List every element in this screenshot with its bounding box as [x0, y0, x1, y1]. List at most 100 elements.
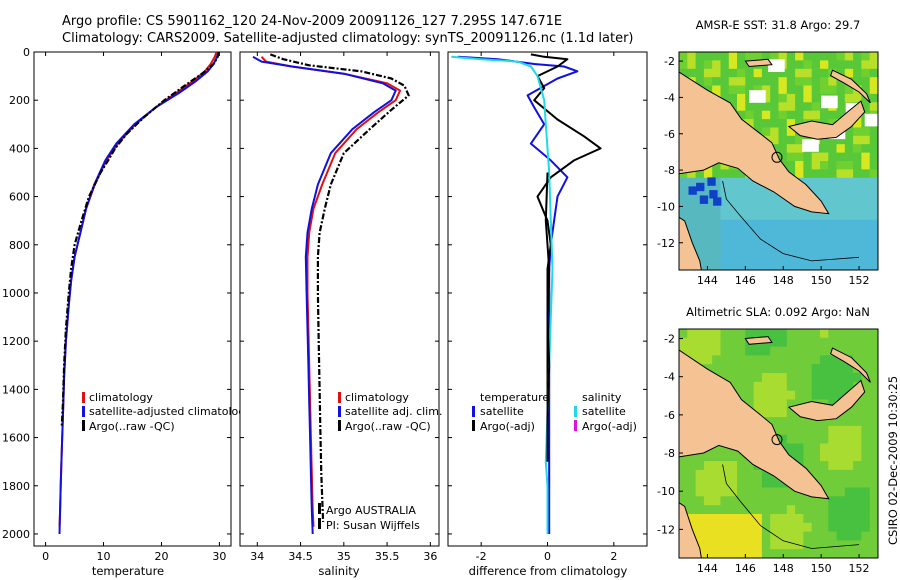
- ocean-cell: [861, 399, 871, 409]
- ocean-cell: [828, 261, 837, 270]
- ocean-cell: [861, 434, 871, 444]
- ocean-cell: [803, 425, 813, 436]
- ocean-cell: [753, 390, 763, 400]
- ocean-cell: [679, 186, 688, 195]
- ocean-cell: [861, 68, 871, 78]
- ocean-cell: [803, 102, 813, 112]
- ocean-cell: [728, 337, 738, 347]
- ocean-cell: [679, 469, 688, 480]
- ocean-cell: [820, 244, 829, 254]
- ocean-cell: [836, 522, 846, 532]
- ocean-cell: [761, 228, 771, 237]
- ocean-cell: [770, 355, 779, 365]
- ocean-cell: [869, 390, 878, 400]
- temperature-legend: climatology satellite-adjusted climatolo…: [82, 391, 252, 433]
- ocean-cell: [712, 329, 721, 339]
- ocean-cell: [836, 540, 846, 550]
- ocean-cell: [695, 522, 705, 532]
- ocean-cell: [795, 261, 804, 270]
- ocean-cell: [712, 496, 721, 506]
- ocean-cell: [770, 390, 779, 400]
- ocean-cell: [703, 244, 713, 254]
- legend-climatology: climatology: [345, 391, 409, 404]
- ocean-cell: [811, 443, 821, 453]
- y-tick-label: 1200: [2, 335, 30, 348]
- ocean-cell: [737, 211, 746, 221]
- ocean-cell: [753, 236, 763, 246]
- cold-anomaly-cell: [696, 182, 705, 192]
- ocean-cell: [695, 219, 705, 229]
- temperature-panel: 0 10 20 30 0 200 400 600 800 1000 1200 1400 1600 1800…: [2, 46, 252, 578]
- ocean-cell: [853, 236, 862, 246]
- ocean-cell: [811, 228, 821, 237]
- ocean-cell: [869, 329, 878, 339]
- ocean-cell: [861, 522, 871, 532]
- ocean-cell: [811, 373, 821, 383]
- ocean-cell: [820, 425, 829, 436]
- ocean-cell: [737, 505, 746, 515]
- ocean-cell: [803, 452, 813, 462]
- ocean-cell: [703, 522, 713, 532]
- ocean-cell: [836, 549, 846, 558]
- ocean-cell: [820, 177, 829, 187]
- ocean-cell: [737, 194, 746, 204]
- ocean-cell: [820, 329, 829, 339]
- ocean-cell: [853, 337, 862, 347]
- ocean-cell: [753, 531, 763, 541]
- ocean-cell: [753, 373, 763, 383]
- ocean-cell: [786, 355, 796, 365]
- ocean-cell: [737, 186, 746, 195]
- ocean-cell: [844, 244, 854, 254]
- ocean-cell: [679, 478, 688, 488]
- ocean-cell: [687, 169, 696, 179]
- ocean-cell: [803, 60, 813, 70]
- ocean-cell: [761, 540, 771, 550]
- ocean-cell: [869, 144, 878, 153]
- ocean-cell: [745, 202, 754, 212]
- sla-map-title: Altimetric SLA: 0.092 Argo: NaN: [686, 305, 870, 319]
- ocean-cell: [720, 85, 730, 95]
- ocean-cell: [786, 127, 796, 137]
- ocean-cell: [844, 434, 854, 444]
- ocean-cell: [844, 228, 854, 237]
- ocean-cell: [869, 417, 878, 427]
- ocean-cell: [770, 228, 779, 237]
- ocean-cell: [761, 219, 771, 229]
- ocean-cell: [745, 514, 754, 524]
- ocean-cell: [803, 110, 813, 120]
- ocean-cell: [720, 522, 730, 532]
- ocean-cell: [861, 514, 871, 524]
- ocean-cell: [869, 540, 878, 550]
- ocean-cell: [745, 355, 754, 365]
- ocean-cell: [803, 434, 813, 444]
- ocean-cell: [820, 169, 829, 179]
- ocean-cell: [844, 540, 854, 550]
- ocean-cell: [745, 52, 754, 61]
- series-line-2: [451, 55, 554, 534]
- sla-map-frame: [678, 328, 879, 559]
- map-y-tick-label: -10: [657, 485, 675, 498]
- ocean-cell: [720, 329, 730, 339]
- map-y-tick-label: -10: [657, 200, 675, 213]
- cold-anomaly-cell: [707, 177, 716, 186]
- legend-sal-argo: Argo(-adj): [582, 420, 637, 433]
- ocean-cell: [820, 496, 829, 506]
- ocean-cell: [853, 228, 862, 237]
- ocean-cell: [795, 144, 804, 153]
- ocean-cell: [770, 68, 779, 78]
- ocean-cell: [737, 93, 746, 103]
- ocean-cell: [844, 373, 854, 383]
- ocean-cell: [836, 186, 846, 195]
- ocean-cell: [861, 540, 871, 550]
- ocean-cell: [786, 144, 796, 153]
- ocean-cell: [836, 152, 846, 162]
- ocean-cell: [828, 487, 837, 497]
- ocean-cell: [712, 443, 721, 453]
- ocean-cell: [828, 478, 837, 488]
- ocean-cell: [761, 531, 771, 541]
- ocean-cell: [761, 244, 771, 254]
- ocean-cell: [853, 211, 862, 221]
- ocean-cell: [770, 531, 779, 541]
- land-manus: [744, 58, 773, 68]
